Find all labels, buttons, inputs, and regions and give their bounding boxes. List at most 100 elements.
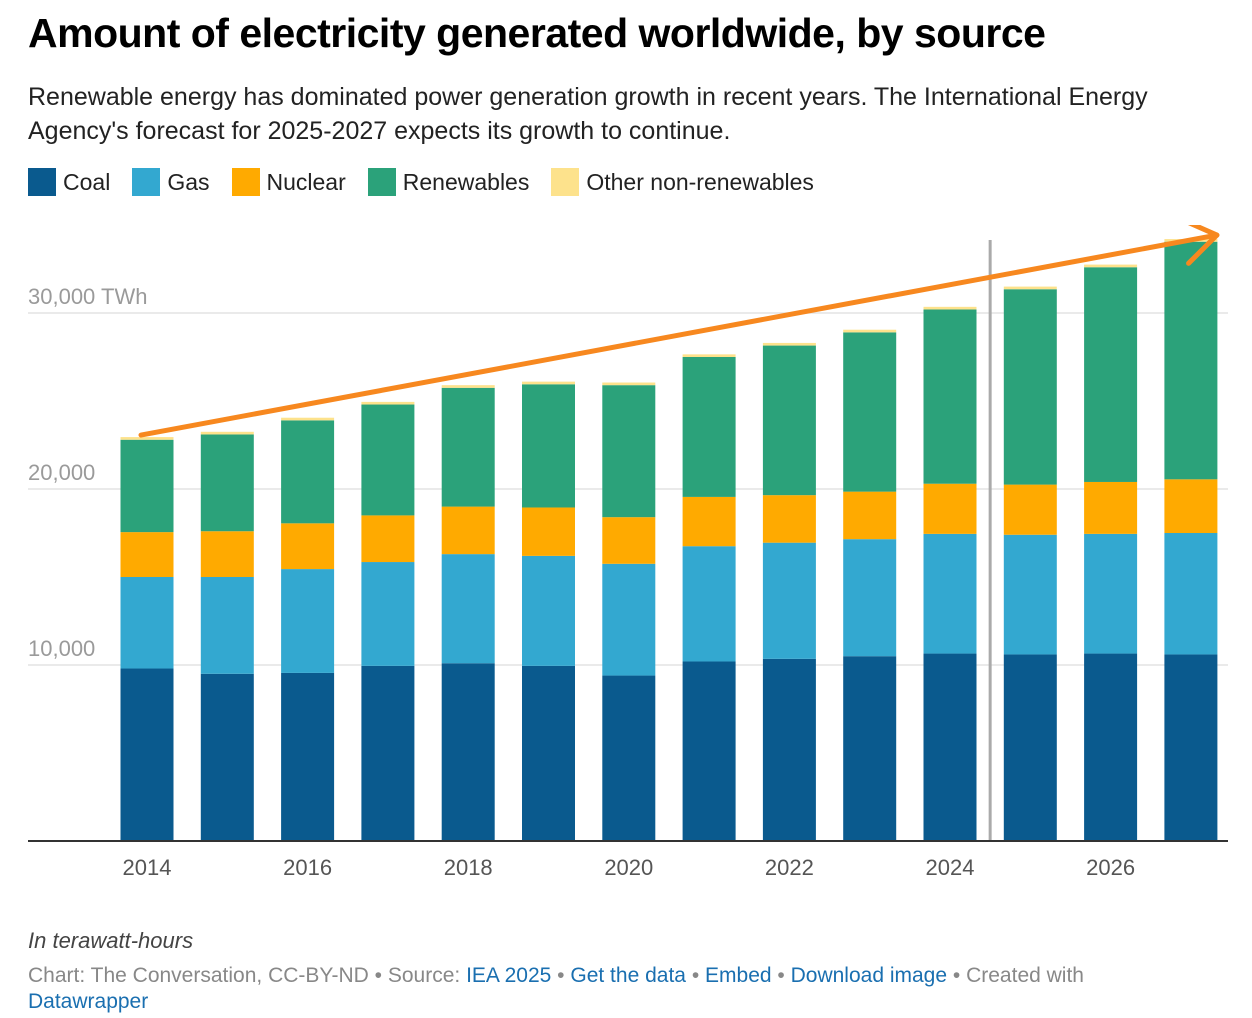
bar-other-non-renewables-2024 — [923, 306, 977, 310]
download-image-link[interactable]: Download image — [790, 964, 948, 987]
legend-label-nuclear: Nuclear — [266, 168, 346, 195]
bar-coal-2027 — [1164, 654, 1218, 841]
bar-coal-2025 — [1003, 654, 1057, 841]
bar-gas-2017 — [361, 562, 415, 666]
source-link[interactable]: IEA 2025 — [466, 964, 552, 987]
bar-renewables-2014 — [120, 439, 174, 533]
bars — [120, 239, 1218, 841]
x-tick-label: 2014 — [123, 855, 172, 880]
chart-subtitle: Renewable energy has dominated power gen… — [28, 83, 1148, 145]
get-data-link[interactable]: Get the data — [570, 964, 686, 987]
legend-item-gas: Gas — [132, 168, 210, 196]
bar-coal-2016 — [281, 672, 335, 841]
bar-renewables-2021 — [682, 357, 736, 497]
separator: • — [952, 964, 961, 987]
bar-nuclear-2023 — [843, 491, 897, 540]
x-axis-tick-labels: 2014 2016 2018 2020 2022 2024 2026 — [123, 855, 1136, 880]
bar-gas-2014 — [120, 577, 174, 669]
bar-renewables-2023 — [843, 332, 897, 492]
bar-other-non-renewables-2015 — [200, 431, 254, 435]
unit-note: In terawatt-hours — [28, 928, 194, 953]
trend-arrow — [138, 225, 1220, 438]
bar-gas-2016 — [281, 569, 335, 673]
separator: • — [691, 964, 700, 987]
legend-swatch-other — [551, 168, 580, 196]
bar-coal-2021 — [682, 661, 736, 841]
bar-renewables-2018 — [441, 387, 495, 507]
bar-gas-2023 — [843, 539, 897, 657]
bar-coal-2026 — [1084, 653, 1138, 841]
legend-item-coal: Coal — [28, 168, 110, 196]
bar-coal-2017 — [361, 665, 415, 841]
bar-nuclear-2018 — [441, 506, 495, 555]
legend-item-renewables: Renewables — [367, 168, 530, 196]
bar-nuclear-2020 — [602, 517, 656, 564]
bar-renewables-2024 — [923, 309, 977, 484]
bar-gas-2026 — [1084, 533, 1138, 654]
bar-nuclear-2021 — [682, 496, 736, 547]
bar-renewables-2019 — [522, 384, 575, 508]
bar-renewables-2026 — [1084, 267, 1138, 482]
y-tick-label: 20,000 — [28, 460, 95, 485]
bar-other-non-renewables-2014 — [120, 437, 174, 440]
bar-renewables-2025 — [1003, 289, 1057, 485]
legend-item-other: Other non-renewables — [551, 168, 814, 196]
x-tick-label: 2024 — [926, 855, 975, 880]
bar-nuclear-2025 — [1003, 484, 1057, 535]
bar-gas-2019 — [522, 555, 575, 666]
bar-nuclear-2016 — [281, 523, 335, 570]
footer: In terawatt-hours Chart: The Conversatio… — [28, 927, 1148, 1015]
separator: • — [777, 964, 785, 987]
datawrapper-link[interactable]: Datawrapper — [28, 990, 149, 1013]
x-tick-label: 2022 — [765, 855, 814, 880]
bar-other-non-renewables-2025 — [1003, 286, 1057, 290]
legend-label-other: Other non-renewables — [586, 168, 814, 195]
bar-other-non-renewables-2022 — [762, 342, 816, 346]
bar-nuclear-2024 — [923, 483, 977, 534]
bar-coal-2018 — [441, 663, 495, 841]
chart-title: Amount of electricity generated worldwid… — [28, 10, 1046, 56]
y-tick-label: 30,000 TWh — [28, 284, 147, 309]
legend-label-renewables: Renewables — [402, 168, 530, 195]
bar-other-non-renewables-2026 — [1084, 264, 1138, 268]
created-with-text: Created with — [966, 964, 1084, 987]
legend-swatch-gas — [132, 168, 161, 196]
bar-coal-2015 — [200, 673, 254, 841]
bar-renewables-2020 — [602, 385, 656, 518]
bar-renewables-2017 — [361, 404, 415, 516]
legend-swatch-renewables — [367, 168, 396, 196]
bar-nuclear-2022 — [762, 495, 816, 543]
bar-renewables-2016 — [281, 420, 335, 524]
x-tick-label: 2016 — [283, 855, 332, 880]
bar-nuclear-2015 — [200, 531, 254, 577]
embed-link[interactable]: Embed — [705, 964, 772, 987]
x-tick-label: 2018 — [444, 855, 493, 880]
bar-other-non-renewables-2016 — [281, 417, 335, 421]
bar-gas-2025 — [1003, 534, 1057, 655]
bar-gas-2018 — [441, 554, 495, 664]
bar-gas-2027 — [1164, 533, 1218, 655]
trend-arrow-line — [138, 232, 1220, 438]
bar-other-non-renewables-2023 — [843, 329, 897, 333]
bar-gas-2015 — [200, 577, 254, 674]
bar-renewables-2022 — [762, 345, 816, 496]
separator: • — [557, 964, 565, 987]
x-tick-label: 2020 — [604, 855, 653, 880]
legend-swatch-nuclear — [231, 168, 260, 196]
bar-gas-2022 — [762, 542, 816, 659]
bar-nuclear-2027 — [1164, 479, 1218, 533]
legend-label-coal: Coal — [63, 168, 111, 195]
bar-nuclear-2019 — [522, 507, 575, 556]
y-tick-label: 10,000 — [28, 636, 95, 661]
separator: • — [374, 964, 383, 987]
bar-gas-2024 — [923, 533, 977, 654]
bar-coal-2019 — [522, 665, 575, 841]
bar-gas-2020 — [602, 563, 656, 676]
bar-other-non-renewables-2020 — [602, 382, 656, 386]
bar-nuclear-2026 — [1084, 481, 1138, 534]
bar-nuclear-2014 — [120, 532, 174, 577]
x-tick-label: 2026 — [1086, 855, 1135, 880]
chart-credit: Chart: The Conversation, CC-BY-ND — [28, 964, 369, 987]
bar-coal-2023 — [843, 656, 897, 841]
